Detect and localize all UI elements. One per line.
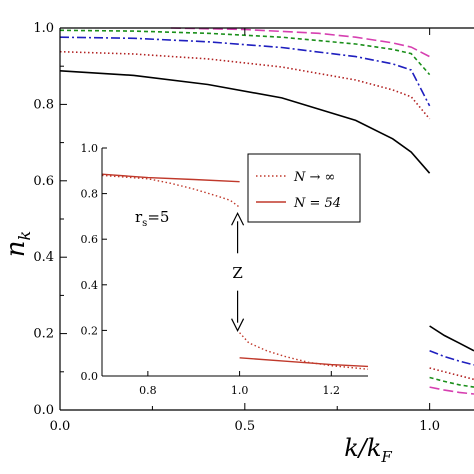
inset-ytick-label-1: 0.2 [81, 324, 99, 337]
main-series-group [60, 27, 474, 395]
main-xtick-label-1: 0.5 [234, 419, 255, 434]
inset-series-tail-0 [239, 332, 369, 370]
inset-xtick-label-0: 0.8 [139, 384, 157, 397]
inset-ytick-label-3: 0.6 [81, 233, 99, 246]
inset-series-line-1 [101, 173, 240, 183]
inset-rs-annotation: rs=5 [135, 208, 169, 229]
inset-ytick-label-4: 0.8 [81, 188, 99, 201]
main-plot: 0.0 0.2 0.4 0.6 0.8 1.0 0.0 0.5 1.0 nk k/kF [1, 21, 474, 466]
main-ytick-label-5: 1.0 [33, 21, 54, 36]
main-series-tail-4 [429, 386, 474, 395]
main-ytick-label-4: 0.8 [33, 97, 54, 112]
legend-label-1: N = 54 [293, 196, 341, 211]
inset-plot: 0.0 0.2 0.4 0.6 0.8 1.0 0.8 1.0 1.2 rs=5 Z N → ∞ N =… [81, 142, 369, 397]
z-arrow-head-up [231, 211, 245, 226]
main-series-tail-3 [429, 376, 474, 388]
inset-ytick-label-2: 0.4 [81, 279, 99, 292]
main-y-label: nk [1, 231, 34, 257]
main-series-tail-1 [429, 367, 474, 381]
inset-ytick-label-5: 1.0 [81, 142, 99, 155]
z-label: Z [232, 264, 242, 282]
main-series-tail-2 [429, 350, 474, 366]
main-ytick-label-1: 0.2 [33, 327, 54, 342]
main-series-line-0 [60, 70, 431, 174]
main-x-label: k/kF [344, 434, 392, 466]
z-arrow-head-down [231, 318, 245, 333]
main-ytick-label-3: 0.6 [33, 174, 54, 189]
main-xtick-label-0: 0.0 [50, 419, 71, 434]
main-ytick-label-0: 0.0 [33, 403, 54, 418]
main-ytick-label-2: 0.4 [33, 250, 54, 265]
main-series-tail-0 [429, 325, 474, 352]
main-series-line-2 [60, 36, 431, 107]
inset-ytick-label-0: 0.0 [81, 370, 99, 383]
main-series-line-1 [60, 50, 431, 120]
main-xtick-label-2: 1.0 [419, 419, 440, 434]
inset-legend-box [247, 153, 361, 223]
inset-xtick-label-2: 1.2 [323, 384, 341, 397]
inset-series-tail-1 [239, 357, 369, 368]
inset-xtick-label-1: 1.0 [231, 384, 249, 397]
main-series-line-3 [60, 29, 431, 76]
inset-series-line-0 [101, 174, 241, 208]
legend-label-0: N → ∞ [293, 170, 335, 185]
